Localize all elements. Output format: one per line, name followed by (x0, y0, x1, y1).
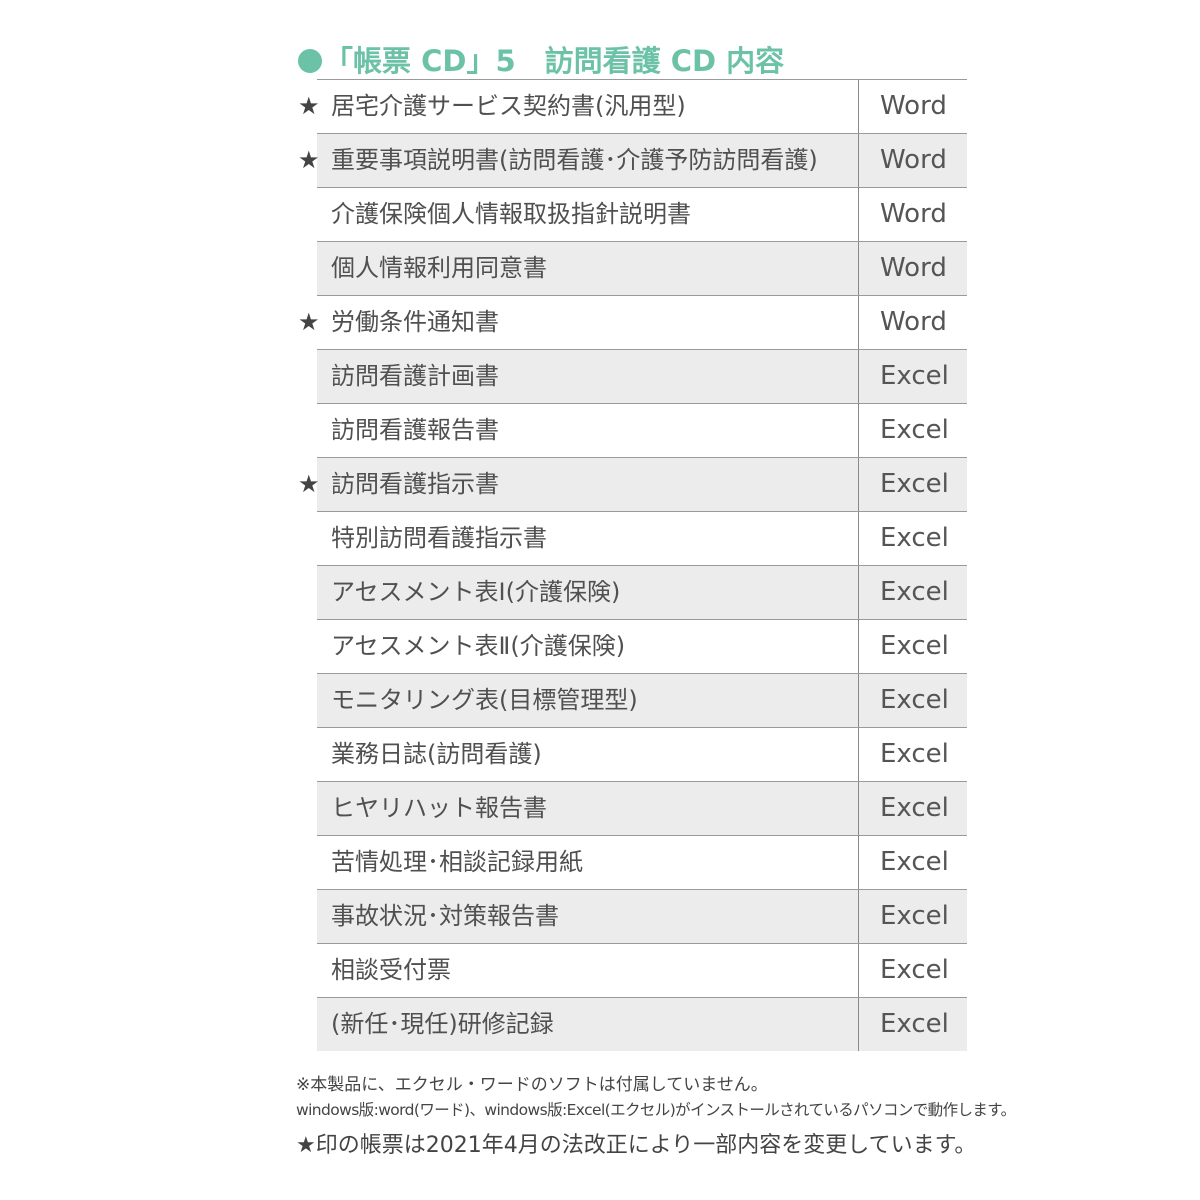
item-format: Excel (858, 404, 967, 457)
item-name: アセスメント表Ⅰ(介護保険) (331, 578, 621, 606)
table-row: 業務日誌(訪問看護) Excel (317, 727, 967, 781)
item-format: Word (858, 242, 967, 295)
item-format: Word (858, 80, 967, 133)
table-row: ヒヤリハット報告書 Excel (317, 781, 967, 835)
item-name: 特別訪問看護指示書 (331, 524, 547, 552)
item-name: 労働条件通知書 (331, 308, 499, 336)
table-row: 特別訪問看護指示書 Excel (317, 511, 967, 565)
item-name: モニタリング表(目標管理型) (331, 686, 638, 714)
item-name: 居宅介護サービス契約書(汎用型) (331, 92, 686, 120)
item-name: ヒヤリハット報告書 (331, 794, 547, 822)
item-name: アセスメント表Ⅱ(介護保険) (331, 632, 626, 660)
table-row: 相談受付票 Excel (317, 943, 967, 997)
table-row: ★ 居宅介護サービス契約書(汎用型) Word (298, 79, 967, 133)
table-row: 介護保険個人情報取扱指針説明書 Word (317, 187, 967, 241)
item-format: Word (858, 296, 967, 349)
table-row: ★ 労働条件通知書 Word (298, 295, 967, 349)
item-name: (新任･現任)研修記録 (331, 1010, 554, 1038)
item-format: Excel (858, 350, 967, 403)
item-format: Excel (858, 512, 967, 565)
note-requirements: windows版:word(ワード)、windows版:Excel(エクセル)が… (296, 1101, 1016, 1119)
item-format: Excel (858, 728, 967, 781)
table-row: 苦情処理･相談記録用紙 Excel (317, 835, 967, 889)
table-row: 訪問看護報告書 Excel (317, 403, 967, 457)
item-name: 重要事項説明書(訪問看護･介護予防訪問看護) (331, 146, 818, 174)
item-format: Excel (858, 998, 967, 1051)
table-row: モニタリング表(目標管理型) Excel (317, 673, 967, 727)
title-text: 「帳票 CD」5 訪問看護 CD 内容 (324, 44, 785, 78)
note-star-legend: ★印の帳票は2021年4月の法改正により一部内容を変更しています。 (296, 1133, 977, 1158)
item-format: Word (858, 188, 967, 241)
item-format: Excel (858, 944, 967, 997)
table-row: ★ 重要事項説明書(訪問看護･介護予防訪問看護) Word (298, 133, 967, 187)
item-name: 訪問看護報告書 (331, 416, 499, 444)
item-name: 苦情処理･相談記録用紙 (331, 848, 583, 876)
item-format: Excel (858, 836, 967, 889)
item-name: 介護保険個人情報取扱指針説明書 (331, 200, 691, 228)
star-icon: ★ (298, 308, 320, 336)
table-row: 個人情報利用同意書 Word (317, 241, 967, 295)
star-icon: ★ (298, 146, 320, 174)
bullet-circle-icon (298, 49, 322, 73)
item-name: 個人情報利用同意書 (331, 254, 547, 282)
table-row: アセスメント表Ⅱ(介護保険) Excel (317, 619, 967, 673)
table-row: 訪問看護計画書 Excel (317, 349, 967, 403)
item-format: Excel (858, 674, 967, 727)
item-format: Excel (858, 782, 967, 835)
table-row: (新任･現任)研修記録 Excel (317, 997, 967, 1051)
item-name: 訪問看護計画書 (331, 362, 499, 390)
notes: ※本製品に、エクセル・ワードのソフトは付属していません。 windows版:wo… (296, 1070, 1016, 1159)
star-icon: ★ (298, 470, 320, 498)
item-format: Excel (858, 458, 967, 511)
item-name: 業務日誌(訪問看護) (331, 740, 542, 768)
star-icon: ★ (298, 92, 320, 120)
page-title: 「帳票 CD」5 訪問看護 CD 内容 (298, 38, 784, 80)
contents-table: ★ 居宅介護サービス契約書(汎用型) Word ★ 重要事項説明書(訪問看護･介護予防訪… (298, 79, 967, 1051)
item-format: Word (858, 134, 967, 187)
note-software: ※本製品に、エクセル・ワードのソフトは付属していません。 (296, 1075, 768, 1095)
table-row: アセスメント表Ⅰ(介護保険) Excel (317, 565, 967, 619)
item-name: 相談受付票 (331, 956, 451, 984)
table-row: 事故状況･対策報告書 Excel (317, 889, 967, 943)
item-name: 事故状況･対策報告書 (331, 902, 559, 930)
item-format: Excel (858, 566, 967, 619)
item-format: Excel (858, 890, 967, 943)
item-format: Excel (858, 620, 967, 673)
table-row: ★ 訪問看護指示書 Excel (298, 457, 967, 511)
item-name: 訪問看護指示書 (331, 470, 499, 498)
